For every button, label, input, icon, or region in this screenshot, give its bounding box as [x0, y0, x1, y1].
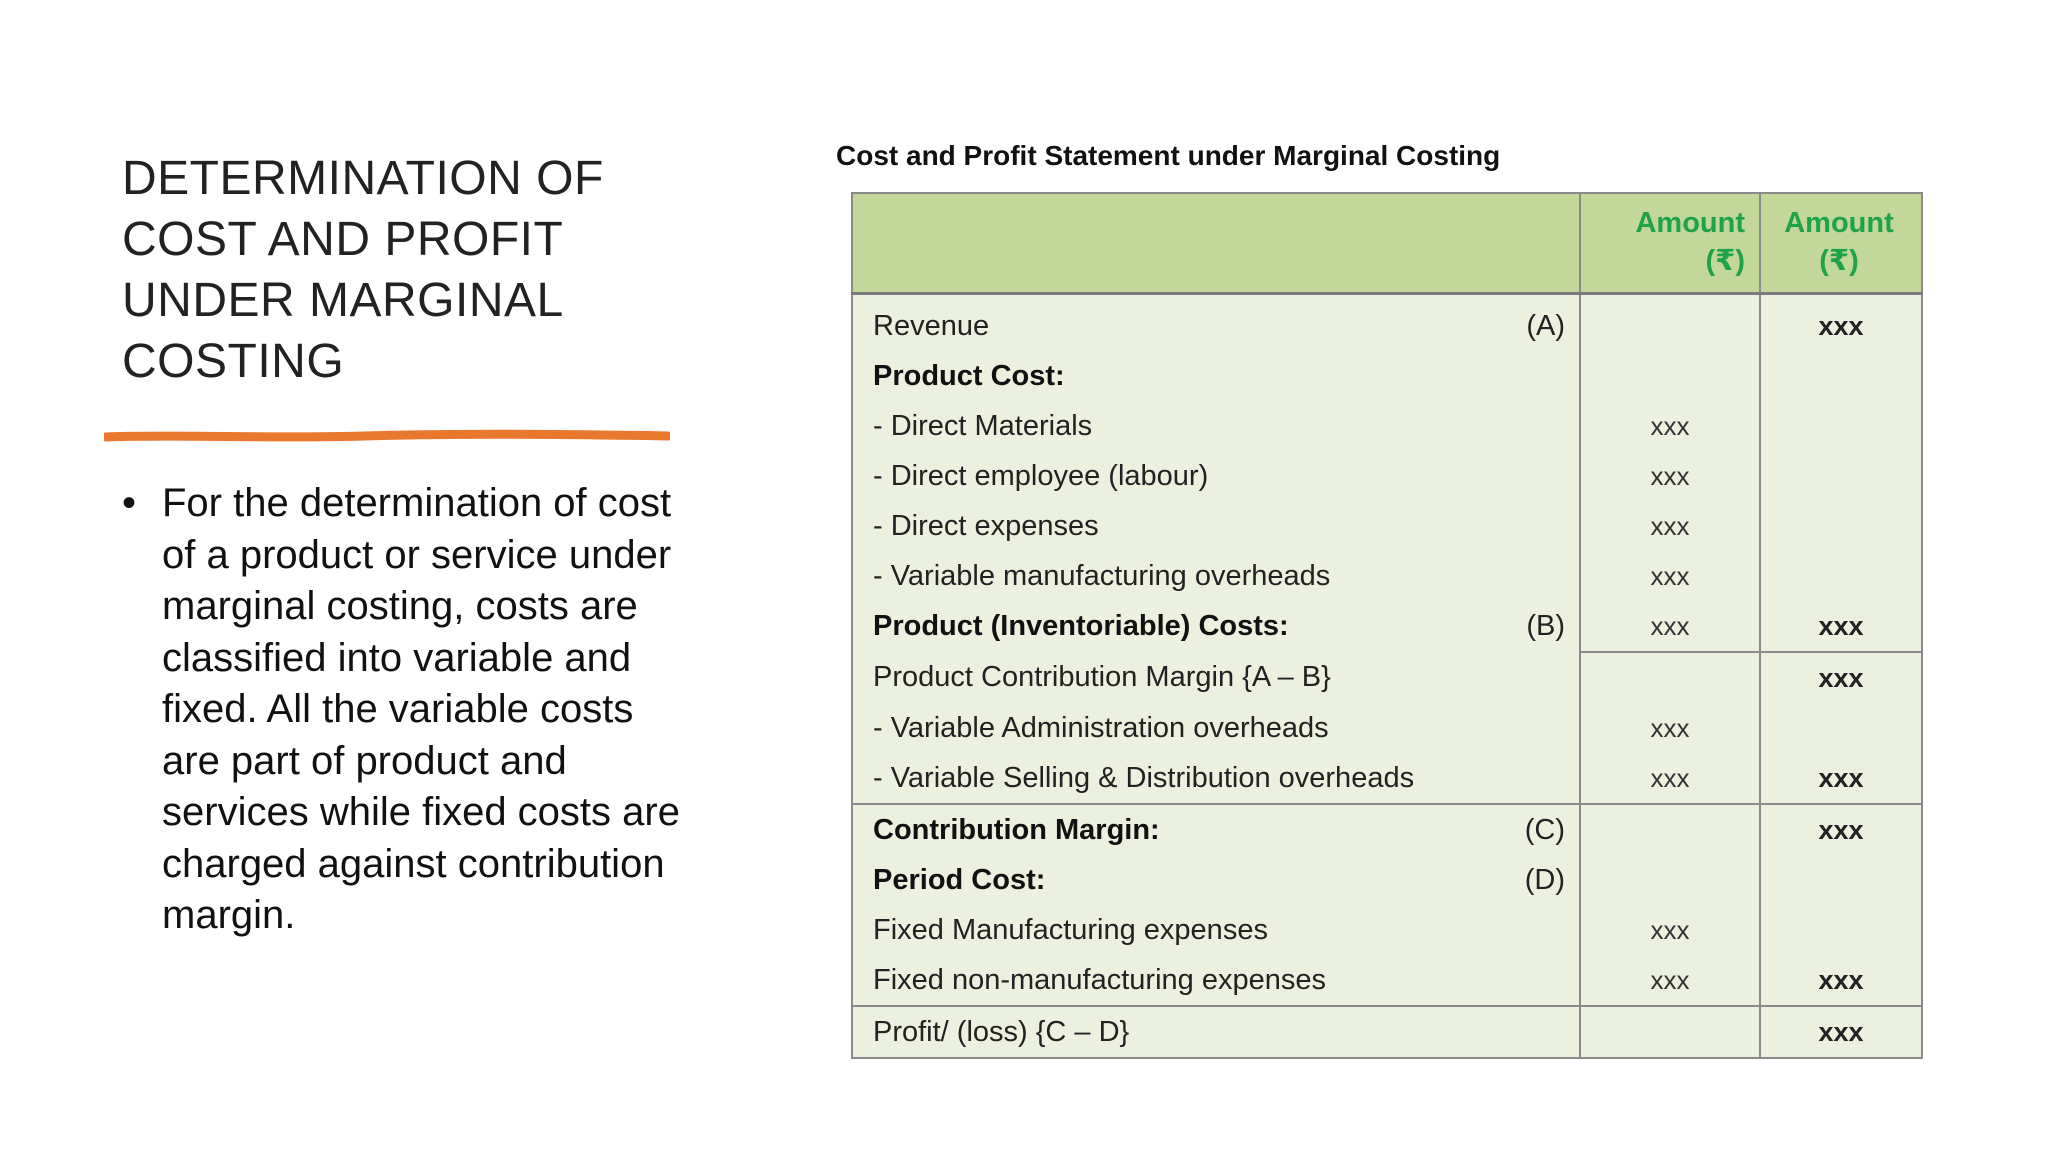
row-label-cell: Period Cost: (D)	[851, 855, 1581, 905]
title-line: COST AND PROFIT	[122, 213, 564, 266]
row-amount-2	[1759, 905, 1923, 955]
row-tag: (D)	[1524, 863, 1565, 896]
title-line: DETERMINATION OF	[122, 152, 604, 205]
bullet-list: • For the determination of cost of a pro…	[122, 478, 682, 942]
table-row: - Direct Materials xxx	[851, 401, 1923, 451]
table-row: Fixed non-manufacturing expenses xxx xxx	[851, 955, 1923, 1006]
title-line: UNDER MARGINAL	[122, 274, 564, 327]
row-label-cell: Profit/ (loss) {C – D}	[851, 1005, 1581, 1059]
header-amount-1: Amount (₹)	[1579, 192, 1761, 295]
row-label-cell: Contribution Margin: (C)	[851, 803, 1581, 855]
row-amount-2: xxx	[1759, 1005, 1923, 1059]
row-amount-2: xxx	[1759, 753, 1923, 804]
row-amount-2: xxx	[1759, 601, 1923, 652]
row-amount-2	[1759, 451, 1923, 501]
row-label-cell: Product Cost:	[851, 351, 1581, 401]
row-label: - Variable manufacturing overheads	[873, 559, 1331, 592]
header-amount-2: Amount (₹)	[1759, 192, 1923, 295]
row-amount-1: xxx	[1579, 401, 1761, 451]
table-row: - Variable manufacturing overheads xxx	[851, 551, 1923, 601]
table-header-row: Amount (₹) Amount (₹)	[851, 192, 1923, 295]
row-label: Fixed Manufacturing expenses	[873, 913, 1268, 946]
table-row: Fixed Manufacturing expenses xxx	[851, 905, 1923, 955]
row-amount-2	[1759, 551, 1923, 601]
table-row: - Variable Administration overheads xxx	[851, 703, 1923, 753]
row-label: Revenue	[873, 309, 990, 342]
row-amount-2	[1759, 401, 1923, 451]
row-amount-1	[1579, 1005, 1761, 1059]
row-label-cell: Product Contribution Margin {A – B}	[851, 652, 1581, 703]
table-row: Contribution Margin: (C) xxx	[851, 803, 1923, 855]
row-amount-1	[1579, 351, 1761, 401]
row-amount-1: xxx	[1579, 753, 1761, 804]
row-tag: (A)	[1526, 309, 1565, 342]
row-label: Product Contribution Margin {A – B}	[873, 661, 1331, 693]
row-label: - Direct Materials	[873, 409, 1093, 442]
table-row: Product Cost:	[851, 351, 1923, 401]
table-row: - Direct expenses xxx	[851, 501, 1923, 551]
row-amount-2: xxx	[1759, 803, 1923, 855]
row-amount-1: xxx	[1579, 601, 1761, 652]
row-label: Period Cost:	[873, 863, 1046, 896]
row-label: Product Cost:	[873, 359, 1065, 392]
row-amount-2: xxx	[1759, 651, 1923, 703]
row-label-cell: Product (Inventoriable) Costs: (B)	[851, 601, 1581, 652]
row-tag: (B)	[1526, 610, 1565, 642]
row-label-cell: - Variable Administration overheads	[851, 703, 1581, 753]
row-amount-1	[1579, 803, 1761, 855]
row-amount-2	[1759, 351, 1923, 401]
title-underline	[104, 429, 670, 442]
row-label: Profit/ (loss) {C – D}	[873, 1015, 1130, 1048]
row-label-cell: Fixed Manufacturing expenses	[851, 905, 1581, 955]
row-amount-1: xxx	[1579, 905, 1761, 955]
bullet-dot-icon: •	[122, 481, 137, 525]
row-amount-1: xxx	[1579, 551, 1761, 601]
row-label: - Variable Selling & Distribution overhe…	[873, 761, 1415, 794]
row-label: Contribution Margin:	[873, 813, 1160, 846]
row-label-cell: - Variable manufacturing overheads	[851, 551, 1581, 601]
row-label: Product (Inventoriable) Costs:	[873, 610, 1289, 642]
row-label: - Variable Administration overheads	[873, 711, 1329, 744]
row-label-cell: Revenue (A)	[851, 293, 1581, 351]
row-amount-1	[1579, 651, 1761, 703]
row-amount-1	[1579, 293, 1761, 351]
table-row: Product (Inventoriable) Costs: (B) xxx xxx	[851, 601, 1923, 652]
row-amount-2	[1759, 501, 1923, 551]
table-row: - Variable Selling & Distribution overhe…	[851, 753, 1923, 804]
row-label: Fixed non-manufacturing expenses	[873, 963, 1326, 996]
table-body: Revenue (A) xxx Product Cost: - Direct Mater…	[851, 293, 1923, 1059]
row-amount-2	[1759, 855, 1923, 905]
row-tag: (C)	[1524, 813, 1565, 846]
table-caption: Cost and Profit Statement under Marginal…	[836, 140, 1501, 171]
row-label-cell: - Variable Selling & Distribution overhe…	[851, 753, 1581, 804]
bullet-text: For the determination of cost of a produ…	[162, 481, 680, 937]
row-amount-1: xxx	[1579, 451, 1761, 501]
row-label-cell: - Direct employee (labour)	[851, 451, 1581, 501]
slide-title: DETERMINATION OF COST AND PROFIT UNDER M…	[122, 148, 682, 392]
cost-profit-statement-table: Amount (₹) Amount (₹) Revenue (A) xxx Produ…	[851, 192, 1923, 1059]
table-row: - Direct employee (labour) xxx	[851, 451, 1923, 501]
row-amount-1: xxx	[1579, 501, 1761, 551]
row-amount-2: xxx	[1759, 955, 1923, 1006]
row-label: - Direct expenses	[873, 509, 1099, 542]
row-label-cell: - Direct expenses	[851, 501, 1581, 551]
row-label-cell: Fixed non-manufacturing expenses	[851, 955, 1581, 1006]
table-row: Product Contribution Margin {A – B} xxx	[851, 651, 1923, 703]
row-amount-1	[1579, 855, 1761, 905]
header-label	[851, 192, 1581, 295]
bullet-item: • For the determination of cost of a pro…	[122, 478, 682, 942]
table-row: Period Cost: (D)	[851, 855, 1923, 905]
row-amount-2: xxx	[1759, 293, 1923, 351]
row-amount-2	[1759, 703, 1923, 753]
title-line: COSTING	[122, 335, 345, 388]
row-label: - Direct employee (labour)	[873, 459, 1209, 492]
row-label-cell: - Direct Materials	[851, 401, 1581, 451]
row-amount-1: xxx	[1579, 955, 1761, 1006]
table-row: Revenue (A) xxx	[851, 293, 1923, 351]
table-row: Profit/ (loss) {C – D} xxx	[851, 1005, 1923, 1059]
row-amount-1: xxx	[1579, 703, 1761, 753]
